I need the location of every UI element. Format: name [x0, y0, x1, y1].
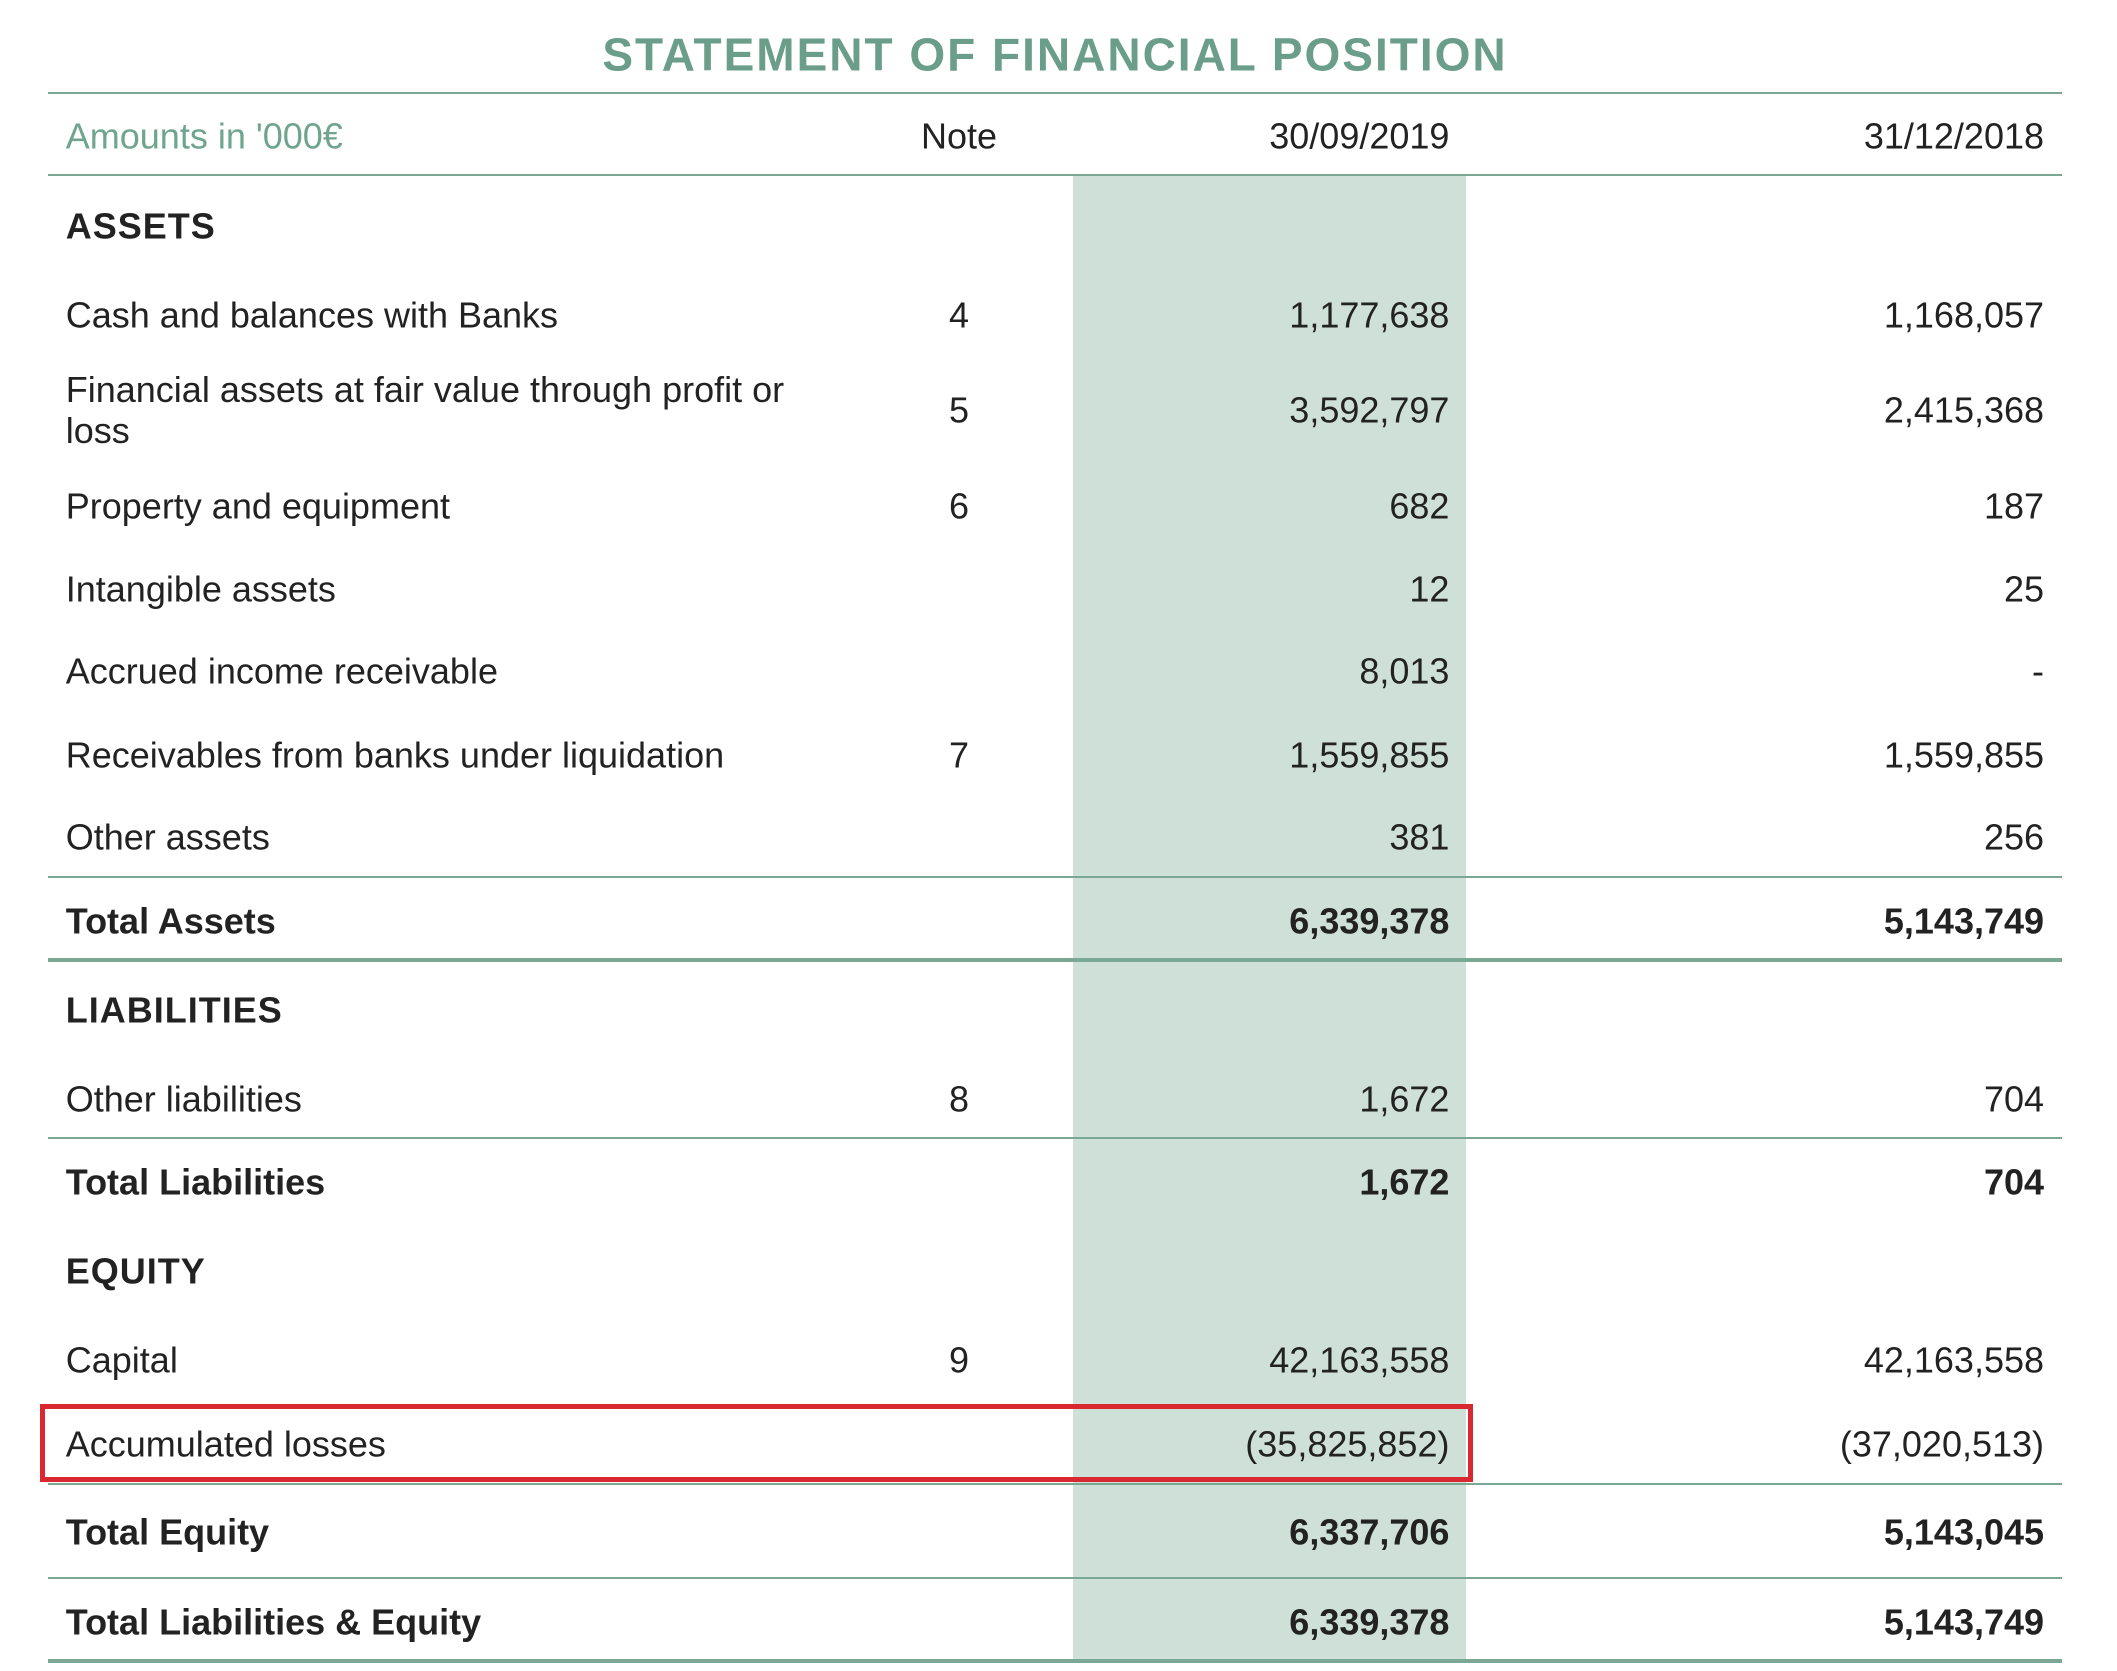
row-value: 682 [1389, 485, 1450, 527]
row-value: (37,020,513) [1839, 1423, 2045, 1465]
total-value: 1,672 [1359, 1161, 1450, 1203]
row-label: Cash and balances with Banks [65, 294, 559, 336]
row-value: 1,177,638 [1289, 294, 1450, 336]
header-note: Note [920, 115, 998, 157]
rule [48, 174, 2062, 176]
row-label: Other liabilities [65, 1078, 302, 1120]
row-value: (35,825,852) [1245, 1423, 1450, 1465]
row-value: 42,163,558 [1863, 1339, 2045, 1381]
row-value: 3,592,797 [1289, 389, 1450, 431]
row-value: 1,559,855 [1289, 734, 1450, 776]
row-label: Accumulated losses [65, 1423, 386, 1465]
header-label: Amounts in '000€ [65, 115, 343, 157]
row-value: - [2032, 650, 2045, 692]
row-note: 4 [948, 294, 970, 336]
section-heading: LIABILITIES [65, 989, 283, 1031]
row-note: 5 [948, 389, 970, 431]
rule [48, 1577, 2062, 1579]
title: STATEMENT OF FINANCIAL POSITION [602, 28, 1508, 81]
row-value: 1,559,855 [1883, 734, 2045, 776]
row-value: 704 [1983, 1078, 2045, 1120]
rule [48, 958, 2062, 962]
total-label: Total Equity [65, 1511, 270, 1553]
total-value: 704 [1983, 1161, 2045, 1203]
total-value: 5,143,749 [1883, 900, 2045, 942]
row-label: Financial assets at fair value through p… [65, 368, 785, 451]
header-column: 31/12/2018 [1863, 115, 2045, 157]
rule [48, 1137, 2062, 1139]
row-value: 42,163,558 [1269, 1339, 1450, 1381]
rule [48, 1483, 2062, 1485]
shaded-column [1073, 175, 1466, 1662]
row-value: 25 [2003, 568, 2045, 610]
grand-total-label: Total Liabilities & Equity [65, 1601, 482, 1643]
row-value: 2,415,368 [1883, 389, 2045, 431]
row-label: Accrued income receivable [65, 650, 498, 692]
total-label: Total Assets [65, 900, 276, 942]
grand-total-value: 5,143,749 [1883, 1601, 2045, 1643]
row-value: 12 [1409, 568, 1450, 610]
rule [48, 876, 2062, 878]
row-label: Capital [65, 1339, 178, 1381]
row-label: Property and equipment [65, 485, 450, 527]
row-label: Intangible assets [65, 568, 336, 610]
row-value: 256 [1983, 816, 2045, 858]
row-note: 8 [948, 1078, 970, 1120]
rule [48, 92, 2062, 94]
row-note: 6 [948, 485, 970, 527]
row-note: 7 [948, 734, 970, 776]
section-heading: EQUITY [65, 1250, 206, 1292]
header-column: 30/09/2019 [1269, 115, 1450, 157]
grand-total-value: 6,339,378 [1289, 1601, 1450, 1643]
total-value: 5,143,045 [1883, 1511, 2045, 1553]
row-value: 381 [1389, 816, 1450, 858]
section-heading: ASSETS [65, 205, 216, 247]
row-value: 1,168,057 [1883, 294, 2045, 336]
total-value: 6,337,706 [1289, 1511, 1450, 1553]
row-label: Other assets [65, 816, 270, 858]
highlight-box [40, 1404, 1473, 1482]
total-value: 6,339,378 [1289, 900, 1450, 942]
row-label: Receivables from banks under liquidation [65, 734, 725, 776]
row-value: 1,672 [1359, 1078, 1450, 1120]
row-value: 187 [1983, 485, 2045, 527]
row-note: 9 [948, 1339, 970, 1381]
row-value: 8,013 [1359, 650, 1450, 692]
rule [48, 1659, 2062, 1663]
total-label: Total Liabilities [65, 1161, 326, 1203]
